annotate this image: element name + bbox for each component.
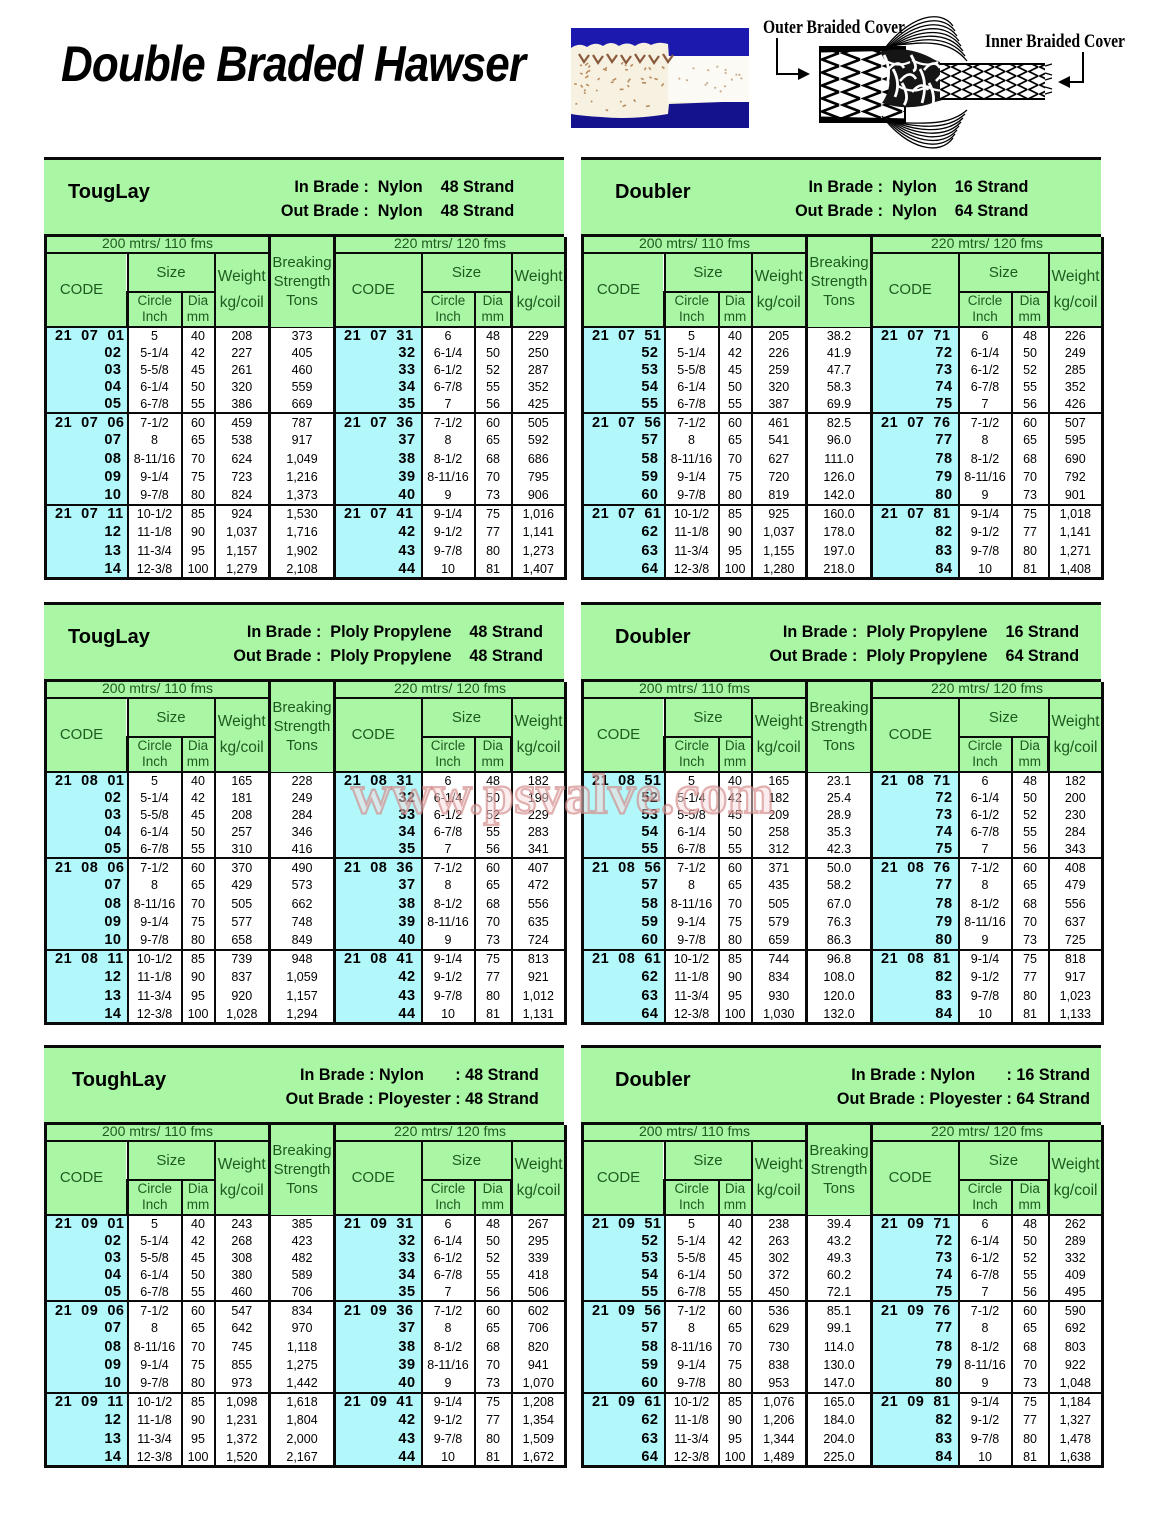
- svg-text:Outer Braided Cover: Outer Braided Cover: [763, 17, 905, 38]
- svg-text:Inner Braided Cover: Inner Braided Cover: [985, 31, 1125, 52]
